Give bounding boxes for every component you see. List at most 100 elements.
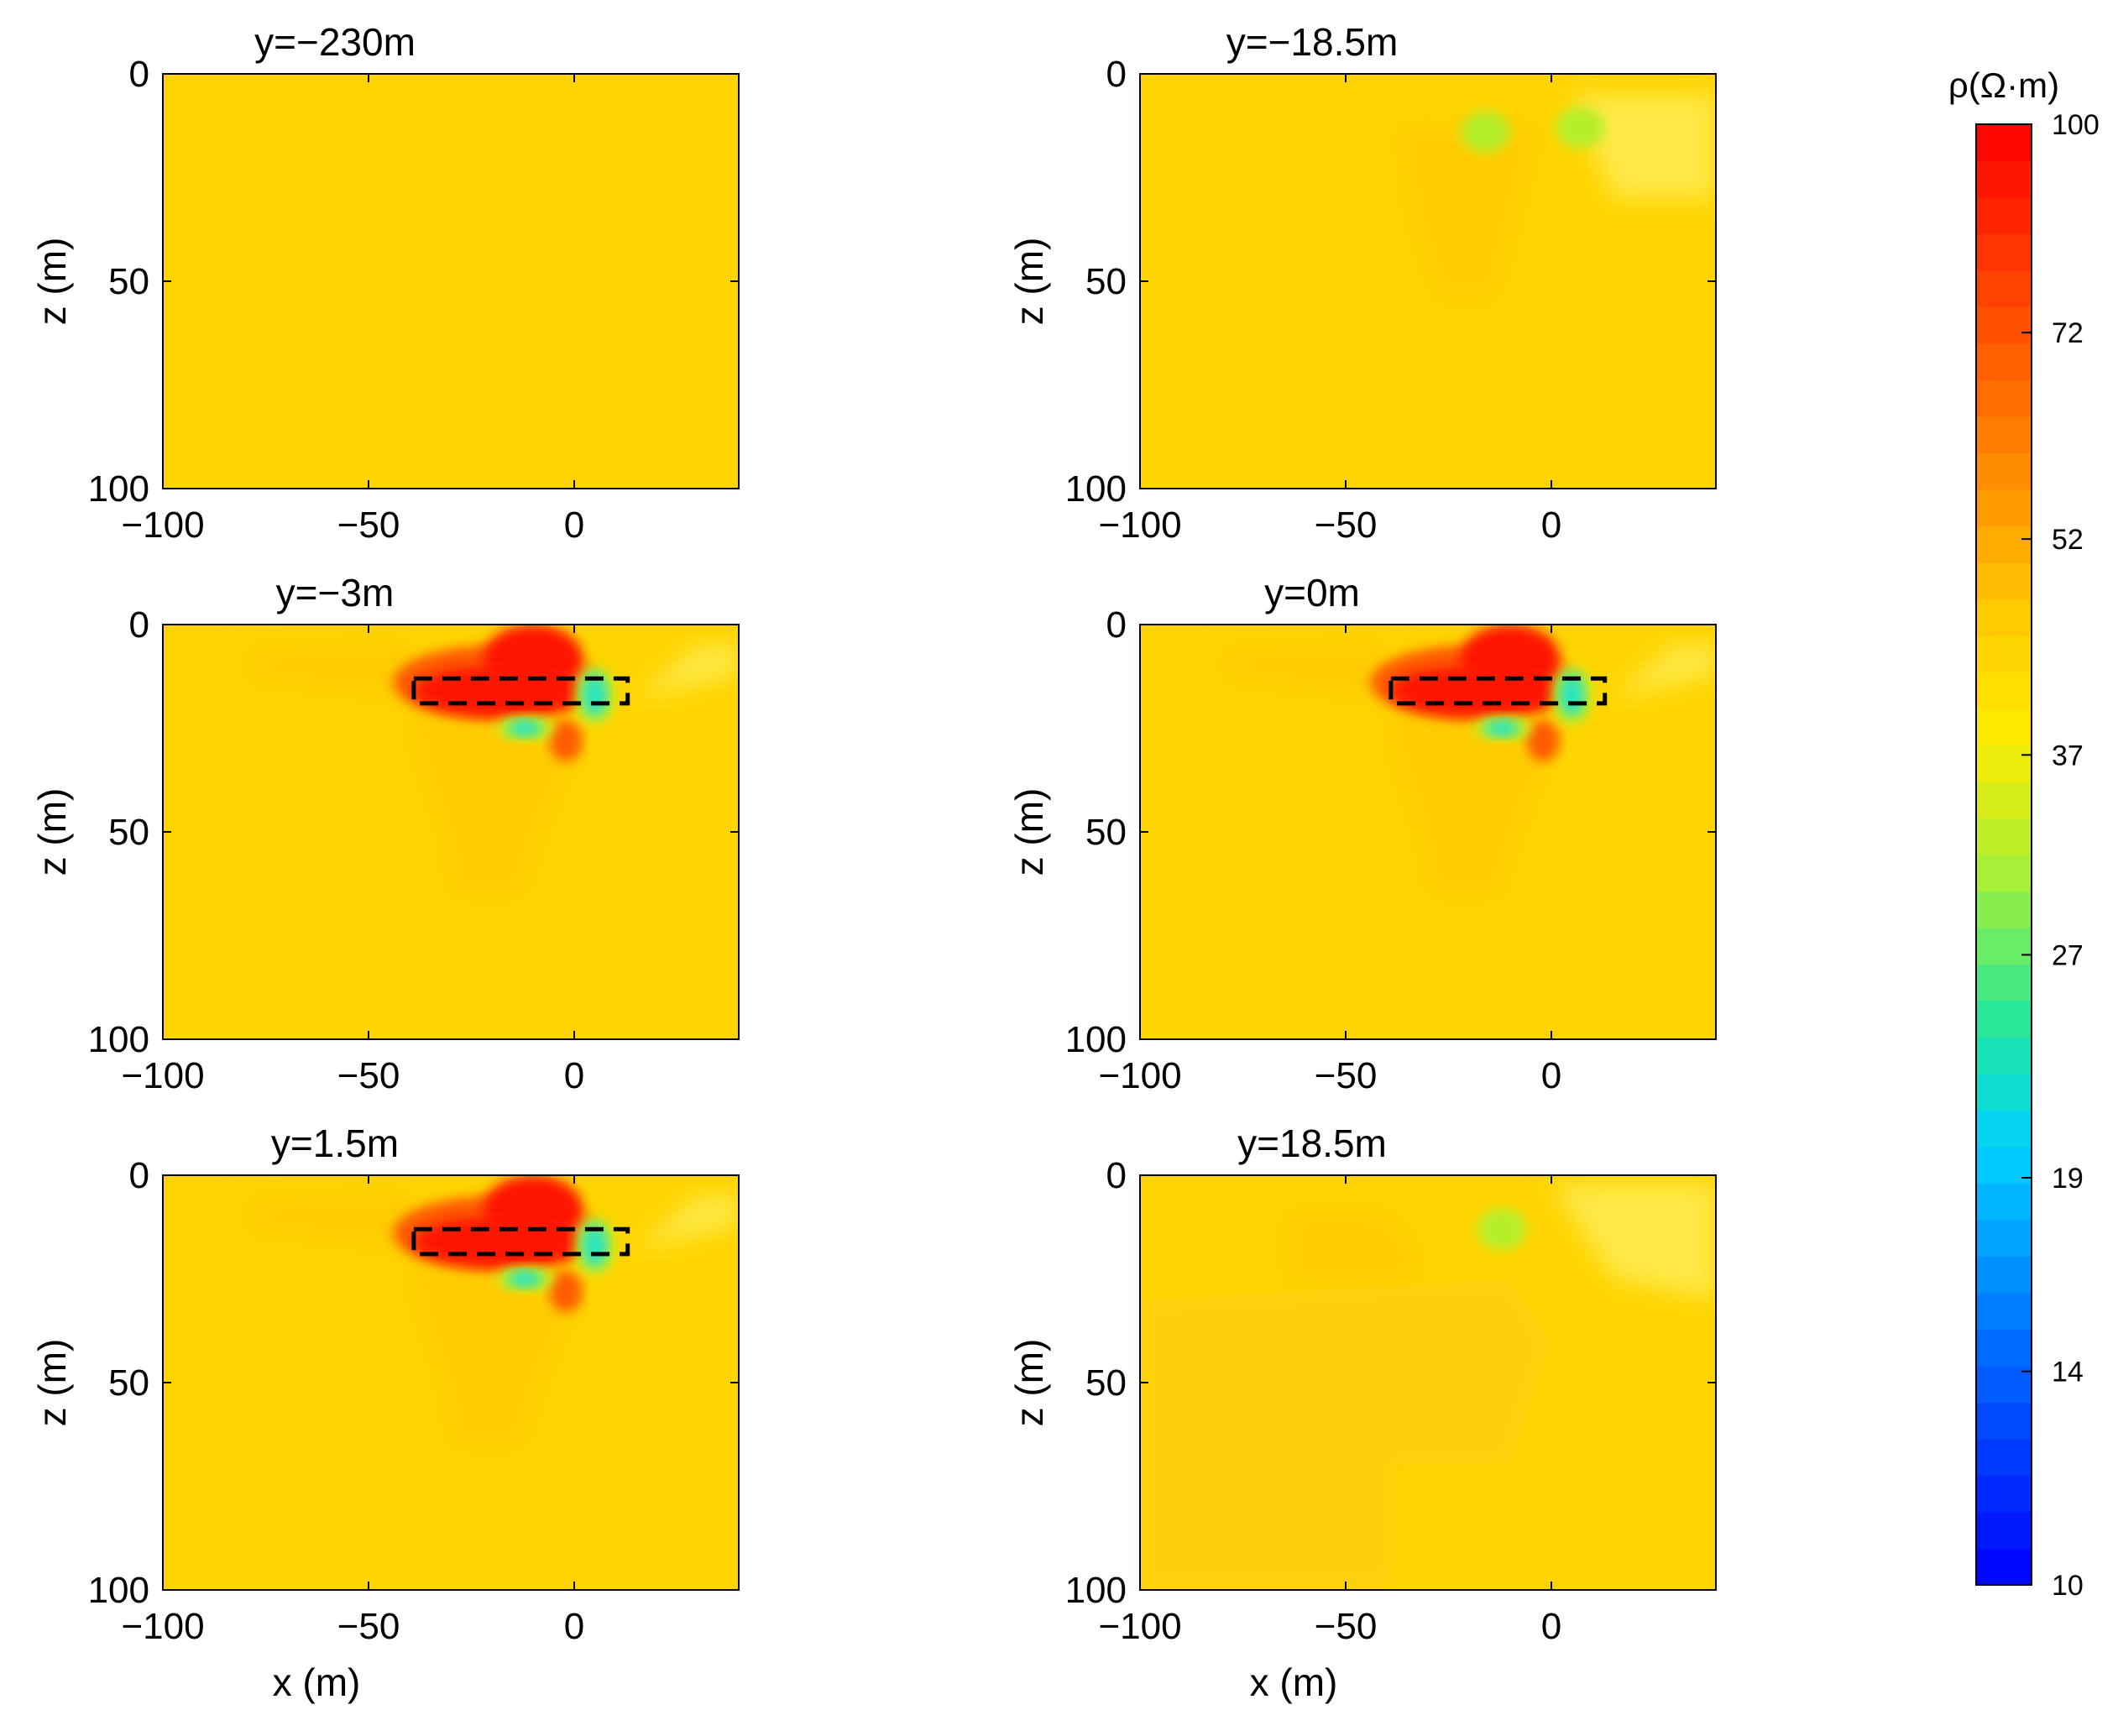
faint-zone <box>1284 1208 1428 1292</box>
panel-title: y=−18.5m <box>1226 20 1399 64</box>
colorbar-segment <box>1976 818 2032 855</box>
panel-4: y=0m −100 −50 0 0 50 100 z (m) <box>1007 571 1717 1096</box>
colorbar-segment <box>1976 745 2032 782</box>
z-tick-label: 100 <box>88 1570 149 1611</box>
colorbar-segment <box>1976 709 2032 746</box>
red-core <box>413 1216 587 1267</box>
faint-green <box>1477 1208 1527 1250</box>
x-tick-label: 0 <box>564 505 584 546</box>
right-bright-zone <box>1551 1183 1716 1300</box>
green-spot <box>508 719 541 737</box>
z-axis-label: z (m) <box>30 788 74 876</box>
panel-title: y=−3m <box>276 571 395 614</box>
x-tick-label: −50 <box>1315 1055 1378 1096</box>
z-axis-label: z (m) <box>1007 1339 1051 1427</box>
z-tick-label: 0 <box>129 604 149 646</box>
plot-area <box>1140 74 1716 489</box>
deep-plume <box>410 707 574 899</box>
x-tick-label: 0 <box>564 1055 584 1096</box>
colorbar-segment <box>1976 1548 2032 1586</box>
colorbar-segment <box>1976 160 2032 198</box>
x-tick-label: −100 <box>1098 1055 1181 1096</box>
panel-title: y=1.5m <box>271 1122 399 1165</box>
x-tick-label: −100 <box>1098 505 1181 546</box>
right-bright-zone <box>635 1195 739 1250</box>
colorbar-tick-label: 19 <box>2052 1163 2084 1195</box>
colorbar-tick-label: 72 <box>2052 317 2084 349</box>
right-bright-zone <box>1613 645 1716 699</box>
colorbar-segment <box>1976 855 2032 892</box>
colorbar-frame <box>1975 123 2032 1586</box>
colorbar-segment <box>1976 416 2032 454</box>
z-tick-label: 0 <box>1106 54 1127 95</box>
x-tick-label: −100 <box>121 1606 204 1647</box>
plot-area <box>1140 1175 1716 1590</box>
colorbar-segment <box>1976 1001 2032 1038</box>
deep-zone <box>1140 1278 1551 1590</box>
colorbar-segment <box>1976 1475 2032 1513</box>
colorbar-segment <box>1976 124 2032 162</box>
z-axis-label: z (m) <box>1007 788 1051 876</box>
z-tick-label: 50 <box>1085 1362 1127 1404</box>
colorbar-segment <box>1976 599 2032 636</box>
weak-green-right <box>1555 107 1605 149</box>
colorbar-title: ρ(Ω·m) <box>1948 65 2059 105</box>
right-bright-zone <box>635 645 739 699</box>
green-spot <box>1485 719 1519 737</box>
z-tick-label: 50 <box>108 812 149 853</box>
x-tick-label: −50 <box>337 1055 400 1096</box>
colorbar-segment <box>1976 1183 2032 1221</box>
colorbar-tick-label: 10 <box>2052 1570 2084 1602</box>
right-bright-zone <box>1572 94 1716 199</box>
z-axis-label: z (m) <box>30 1339 74 1427</box>
target-outline <box>1388 676 1608 706</box>
colorbar-tick-label: 27 <box>2052 939 2084 971</box>
z-axis-label: z (m) <box>1007 238 1051 326</box>
colorbar-tick-label: 14 <box>2052 1357 2084 1388</box>
target-outline <box>411 1226 630 1257</box>
colorbar-tick-label: 52 <box>2052 524 2084 556</box>
colorbar-segment <box>1976 1074 2032 1111</box>
colorbar-segment <box>1976 964 2032 1001</box>
x-tick-label: 0 <box>564 1606 584 1647</box>
z-tick-label: 50 <box>1085 812 1127 853</box>
plot-area <box>163 1175 739 1590</box>
x-axis-label: x (m) <box>273 1660 361 1704</box>
colorbar-tick-label: 37 <box>2052 740 2084 771</box>
shallow-layer <box>245 1187 410 1254</box>
red-core <box>1390 666 1564 716</box>
x-tick-label: −100 <box>121 505 204 546</box>
red-deep-spot <box>1526 719 1560 762</box>
plot-area <box>1140 625 1716 1039</box>
z-tick-label: 100 <box>88 1019 149 1060</box>
panels: y=−230m −100 −50 0 0 50 100 z (m) y=−18.5m −100 −5… <box>30 20 1717 1704</box>
target-outline <box>411 676 630 706</box>
colorbar-segment <box>1976 270 2032 308</box>
plot-area <box>163 625 739 1039</box>
z-tick-label: 50 <box>108 1362 149 1404</box>
colorbar-segment <box>1976 197 2032 235</box>
colorbar-segment <box>1976 1037 2032 1075</box>
colorbar-segment <box>1976 891 2032 928</box>
shallow-layer <box>1222 636 1387 703</box>
x-tick-label: −100 <box>1098 1606 1181 1647</box>
z-tick-label: 100 <box>88 468 149 510</box>
colorbar-segment <box>1976 1439 2032 1477</box>
x-axis-label: x (m) <box>1250 1660 1338 1704</box>
x-tick-label: −50 <box>1315 1606 1378 1647</box>
x-tick-label: −50 <box>337 1606 400 1647</box>
deep-plume <box>1387 707 1551 899</box>
colorbar-segment <box>1976 526 2032 563</box>
colorbar-segment <box>1976 782 2032 819</box>
colorbar-segment <box>1976 672 2032 709</box>
colorbar-segment <box>1976 1110 2032 1148</box>
z-tick-label: 0 <box>1106 604 1127 646</box>
colorbar-segment <box>1976 343 2032 381</box>
plot-area <box>163 74 739 489</box>
x-tick-label: 0 <box>1541 505 1561 546</box>
colorbar-segment <box>1976 233 2032 271</box>
z-tick-label: 0 <box>129 54 149 95</box>
colorbar-segment <box>1976 1402 2032 1440</box>
x-tick-label: −100 <box>121 1055 204 1096</box>
z-axis-label: z (m) <box>30 238 74 326</box>
